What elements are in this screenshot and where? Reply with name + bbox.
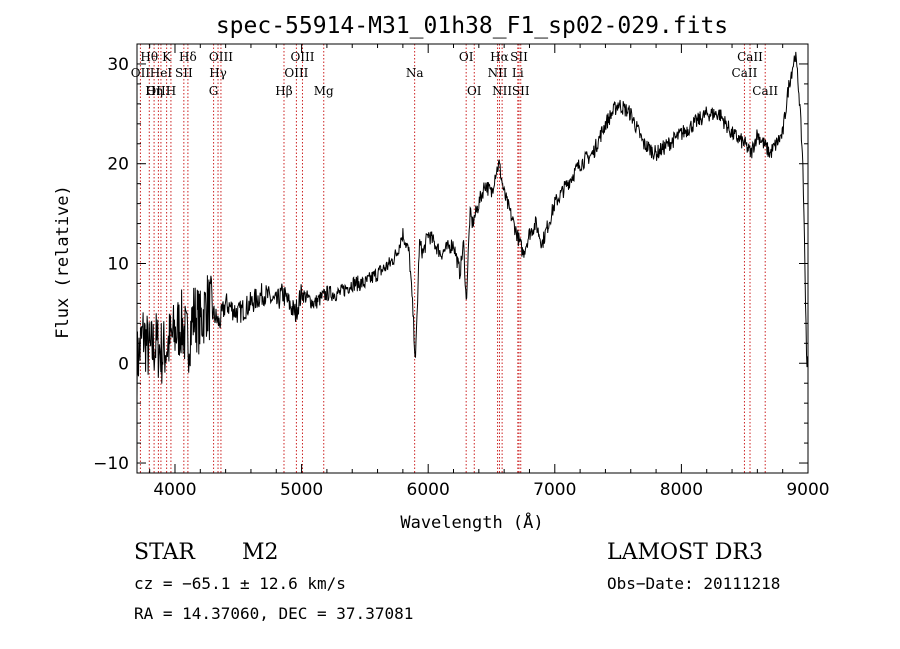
y-tick-label: 10 [107, 254, 129, 274]
survey-name: LAMOST DR3 [607, 540, 763, 565]
emission-line-label: Hβ [275, 84, 292, 98]
emission-line-label: Hδ [179, 50, 197, 64]
emission-line-label: Na [406, 66, 424, 80]
emission-line-label: SII [510, 50, 528, 64]
emission-line-label: OIII [146, 84, 170, 98]
emission-line-label: OIII [209, 50, 233, 64]
emission-line-label: OII [131, 66, 151, 80]
emission-line-label: OI [467, 84, 482, 98]
emission-line-label: HeI [150, 66, 173, 80]
x-tick-label: 7000 [533, 480, 576, 500]
emission-line-label: Hα [490, 50, 509, 64]
emission-line-label: Hθ [140, 50, 158, 64]
emission-line-label: H [166, 84, 176, 98]
redshift-velocity: cz = −65.1 ± 12.6 km/s [134, 574, 346, 593]
emission-line-label: Mg [314, 84, 334, 98]
emission-line-label: NII [488, 66, 508, 80]
ra-dec: RA = 14.37060, DEC = 37.37081 [134, 604, 414, 623]
emission-line-label: CaII [737, 50, 763, 64]
plot-frame [136, 43, 809, 474]
emission-line-label: G [209, 84, 219, 98]
x-tick-label: 5000 [280, 480, 323, 500]
x-tick-label: 8000 [660, 480, 703, 500]
x-tick-label: 6000 [407, 480, 450, 500]
x-tick-label: 4000 [153, 480, 196, 500]
object-subclass: M2 [242, 540, 279, 565]
emission-line-label: SII [175, 66, 193, 80]
emission-lines [139, 44, 766, 473]
x-tick-label: 9000 [786, 480, 829, 500]
emission-line-label: SII [512, 84, 530, 98]
y-axis-label: Flux (relative) [53, 185, 73, 339]
emission-line-label: Hγ [209, 66, 227, 80]
x-axis-ticks: 4000 5000 6000 7000 8000 9000 [149, 44, 830, 500]
y-tick-label: 0 [118, 354, 129, 374]
y-tick-label: 30 [107, 55, 129, 75]
spectrum-line [136, 51, 809, 399]
emission-line-label: CaII [732, 66, 758, 80]
y-tick-label: −10 [93, 454, 129, 474]
object-class: STAR [134, 540, 195, 565]
emission-line-label: OIII [290, 50, 314, 64]
y-tick-label: 20 [107, 155, 129, 175]
emission-line-label: Hη [145, 84, 163, 98]
observation-date: Obs−Date: 20111218 [607, 574, 781, 593]
emission-line-label: Li [512, 66, 524, 80]
emission-line-label: OI [459, 50, 474, 64]
emission-line-label: CaII [752, 84, 778, 98]
emission-line-label: K [162, 50, 172, 64]
emission-line-label: NII [492, 84, 512, 98]
chart-title: spec-55914-M31_01h38_F1_sp02-029.fits [216, 13, 728, 39]
x-axis-label: Wavelength (Å) [400, 511, 543, 533]
emission-line-label: OIII [284, 66, 308, 80]
y-axis-ticks: −10 0 10 20 30 [93, 43, 808, 474]
